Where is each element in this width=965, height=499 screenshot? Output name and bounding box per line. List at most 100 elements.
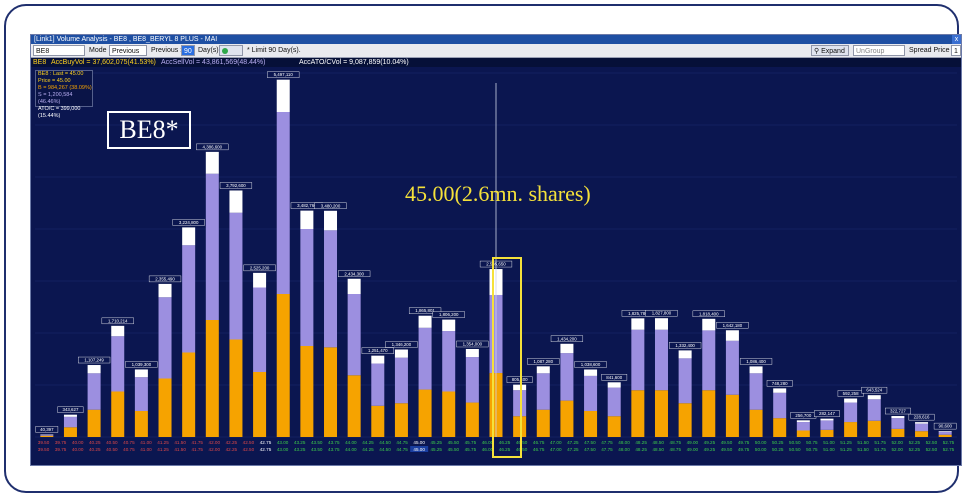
bar-sell — [938, 431, 952, 435]
price-tick-label-secondary: 40.00 — [72, 447, 84, 452]
price-tick-label: 42.25 — [226, 440, 238, 445]
price-tick-label: 45.50 — [448, 440, 460, 445]
bar-buy — [725, 394, 739, 437]
price-tick-label-secondary: 44.75 — [396, 447, 408, 452]
value-label: 4,386,600 — [203, 144, 223, 149]
bar-buy — [347, 375, 361, 437]
price-tick-label: 43.00 — [277, 440, 289, 445]
price-tick-label: 42.00 — [209, 440, 221, 445]
price-tick-label: 41.50 — [174, 440, 186, 445]
acc-buy-vol: AccBuyVol = 37,602,075(41.53%) — [51, 59, 156, 66]
price-tick-label: 45.00 — [413, 440, 425, 445]
days-input[interactable]: 90 — [181, 45, 195, 56]
bar-ato — [111, 325, 125, 337]
price-tick-label: 48.75 — [670, 440, 682, 445]
price-tick-label: 46.75 — [533, 440, 545, 445]
value-label-box — [172, 219, 205, 226]
value-label: 1,806,200 — [439, 312, 459, 317]
mode-select[interactable]: Previous — [109, 45, 147, 56]
bar-sell — [63, 416, 77, 428]
bar-sell — [867, 399, 881, 421]
bar-sell — [891, 418, 905, 429]
price-tick-label-secondary: 44.50 — [379, 447, 391, 452]
price-tick-label-secondary: 50.25 — [772, 447, 784, 452]
info-ato: ATO/C = 399,000 (15.44%) — [38, 106, 81, 119]
price-tick-label: 45.75 — [465, 440, 477, 445]
bar-ato — [229, 190, 243, 213]
price-tick-label-secondary: 42.00 — [209, 447, 221, 452]
spread-input[interactable]: 1 — [951, 45, 961, 56]
ticker-overlay: BE8* — [107, 111, 191, 149]
bar-buy — [891, 428, 905, 437]
bar-buy — [844, 422, 858, 437]
mode-label: Mode : — [89, 47, 111, 54]
bar-ato — [844, 398, 858, 403]
bar-buy — [749, 409, 763, 437]
price-tick-label: 49.50 — [721, 440, 733, 445]
price-tick-label-secondary: 41.25 — [157, 447, 169, 452]
value-label: 1,346,200 — [392, 342, 412, 347]
bar-ato — [158, 283, 172, 298]
price-tick-label-secondary: 41.75 — [191, 447, 203, 452]
price-tick-label-secondary: 45.50 — [448, 447, 460, 452]
bar-sell — [158, 297, 172, 379]
price-tick-label-secondary: 52.25 — [909, 447, 921, 452]
ungroup-select[interactable]: UnGroup — [853, 45, 905, 56]
info-box: BE8 : Last = 45.00 Price = 45.00 B = 984… — [35, 70, 93, 119]
price-tick-label: 39.50 — [38, 440, 50, 445]
price-tick-label: 41.75 — [191, 440, 203, 445]
value-label: 40,397 — [40, 427, 54, 432]
value-label: 1,827,800 — [652, 311, 672, 316]
bar-sell — [205, 173, 219, 320]
bar-buy — [915, 431, 929, 437]
bar-buy — [513, 416, 527, 437]
bar-buy — [560, 400, 574, 437]
bar-sell — [844, 402, 858, 423]
value-label: 90,600 — [938, 424, 952, 429]
price-tick-label: 44.25 — [362, 440, 374, 445]
price-tick-label: 46.25 — [499, 440, 511, 445]
price-tick-label-secondary: 39.50 — [38, 447, 50, 452]
price-tick-label: 40.00 — [72, 440, 84, 445]
value-label: 1,710,214 — [108, 318, 128, 323]
price-tick-label: 52.25 — [909, 440, 921, 445]
bar-buy — [182, 352, 196, 437]
price-tick-label-secondary: 52.00 — [891, 447, 903, 452]
value-label: 228,616 — [914, 415, 930, 420]
bar-ato — [182, 227, 196, 246]
price-tick-label-secondary: 43.00 — [277, 447, 289, 452]
bar-ato — [87, 365, 101, 374]
bar-buy — [631, 390, 645, 437]
price-tick-label: 42.75 — [260, 440, 272, 445]
acc-ato-vol: AccATO/CVol = 9,087,859(10.04%) — [299, 59, 409, 66]
price-tick-label-secondary: 42.75 — [260, 447, 272, 452]
go-button[interactable]: GO — [219, 45, 243, 66]
value-label: 322,727 — [890, 409, 906, 414]
bar-sell — [442, 331, 456, 392]
symbol-select[interactable]: BE8 — [33, 45, 85, 56]
value-label-box — [432, 311, 465, 318]
price-tick-label: 40.75 — [123, 440, 135, 445]
bar-ato — [796, 420, 810, 423]
toolbar: BE8 Mode : Previous Previous : 90 Day(s)… — [31, 44, 961, 66]
close-button[interactable]: x — [952, 35, 961, 44]
bar-buy — [111, 391, 125, 437]
value-label-box — [527, 358, 560, 365]
price-tick-label-secondary: 52.75 — [943, 447, 955, 452]
expand-button[interactable]: ⚲ Expand — [811, 45, 849, 56]
price-tick-label-secondary: 49.50 — [721, 447, 733, 452]
bar-buy — [229, 339, 243, 437]
bar-ato — [63, 414, 77, 417]
value-label: 256,700 — [795, 413, 811, 418]
bar-sell — [347, 294, 361, 376]
status-line: BE8 AccBuyVol = 37,602,075(41.53%) AccSe… — [31, 58, 961, 67]
bar-ato — [560, 343, 574, 354]
bar-buy — [607, 416, 621, 437]
value-label-box — [739, 358, 773, 365]
bar-sell — [773, 392, 787, 419]
bar-ato — [371, 355, 385, 364]
price-tick-label: 50.75 — [806, 440, 818, 445]
bar-ato — [300, 210, 314, 229]
value-label: 282,147 — [819, 411, 835, 416]
info-buy: B = 984,267 (38.09%) — [38, 85, 92, 91]
